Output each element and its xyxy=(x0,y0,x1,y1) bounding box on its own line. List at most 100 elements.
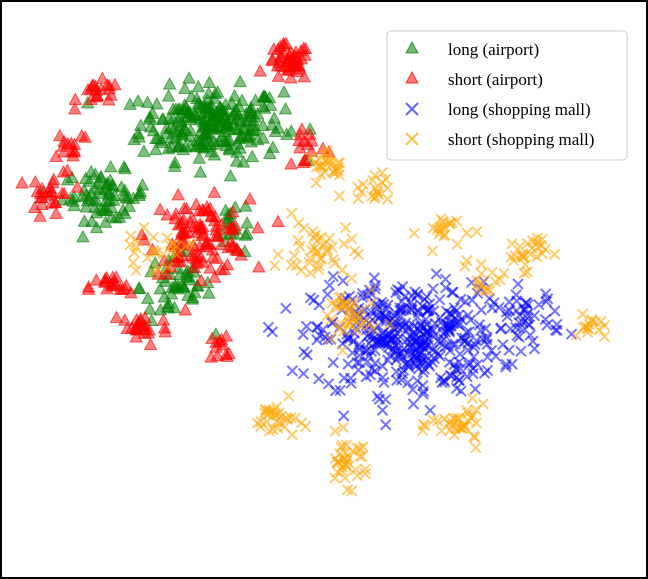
point-long-shopping-mall xyxy=(376,360,389,372)
point-long-shopping-mall xyxy=(406,347,418,360)
point-long-airport xyxy=(284,124,299,137)
point-short-airport xyxy=(205,331,219,345)
point-short-shopping-mall xyxy=(311,245,323,257)
point-long-shopping-mall xyxy=(280,302,292,315)
point-long-shopping-mall xyxy=(311,320,323,333)
point-short-shopping-mall xyxy=(514,241,526,253)
point-short-airport xyxy=(283,70,298,84)
point-long-shopping-mall xyxy=(443,308,456,320)
point-long-airport xyxy=(242,104,257,117)
point-long-airport xyxy=(133,118,148,131)
point-long-shopping-mall xyxy=(369,283,381,295)
point-long-airport xyxy=(117,188,132,201)
point-long-airport xyxy=(193,165,208,178)
point-long-airport xyxy=(184,89,199,103)
point-long-shopping-mall xyxy=(327,270,339,283)
point-long-shopping-mall xyxy=(522,318,535,331)
point-short-shopping-mall xyxy=(355,320,367,332)
point-short-airport xyxy=(15,175,29,189)
point-short-shopping-mall xyxy=(376,166,389,179)
point-long-shopping-mall xyxy=(485,344,498,357)
point-long-airport xyxy=(277,84,291,98)
point-short-shopping-mall xyxy=(261,415,273,428)
point-short-shopping-mall xyxy=(450,413,462,425)
point-long-shopping-mall xyxy=(455,293,467,306)
point-long-airport xyxy=(99,194,113,207)
point-short-shopping-mall xyxy=(312,263,325,276)
point-long-shopping-mall xyxy=(391,345,404,357)
point-long-shopping-mall xyxy=(375,308,388,321)
point-short-airport xyxy=(194,273,209,287)
point-long-shopping-mall xyxy=(409,330,421,343)
point-short-shopping-mall xyxy=(161,261,174,273)
point-long-airport xyxy=(135,177,150,191)
point-short-airport xyxy=(120,321,135,334)
point-long-shopping-mall xyxy=(323,279,336,292)
point-short-airport xyxy=(243,191,257,205)
point-long-shopping-mall xyxy=(524,329,536,341)
point-long-airport xyxy=(182,71,196,84)
point-short-airport xyxy=(33,209,47,222)
point-long-shopping-mall xyxy=(380,419,392,431)
point-short-shopping-mall xyxy=(339,472,351,484)
point-long-shopping-mall xyxy=(490,350,502,362)
legend-label-long-shopping-mall: long (shopping mall) xyxy=(448,100,591,119)
point-short-airport xyxy=(157,253,171,267)
point-long-shopping-mall xyxy=(512,278,524,290)
point-short-shopping-mall xyxy=(329,425,341,437)
point-long-shopping-mall xyxy=(431,348,444,360)
point-long-airport xyxy=(157,289,172,303)
point-short-airport xyxy=(168,211,182,225)
point-short-shopping-mall xyxy=(426,245,439,257)
point-long-shopping-mall xyxy=(395,374,408,386)
point-short-airport xyxy=(280,54,295,68)
point-long-shopping-mall xyxy=(366,333,378,346)
point-long-shopping-mall xyxy=(443,320,455,333)
point-long-shopping-mall xyxy=(297,367,310,380)
point-short-shopping-mall xyxy=(477,398,489,410)
point-short-shopping-mall xyxy=(506,238,518,250)
point-short-airport xyxy=(68,92,83,105)
point-short-shopping-mall xyxy=(157,248,169,260)
point-long-shopping-mall xyxy=(378,298,390,311)
point-long-shopping-mall xyxy=(430,345,442,357)
point-long-shopping-mall xyxy=(346,347,359,359)
point-long-airport xyxy=(60,172,75,186)
point-long-shopping-mall xyxy=(417,366,429,378)
point-long-shopping-mall xyxy=(415,352,427,364)
point-long-airport xyxy=(197,133,211,146)
point-long-shopping-mall xyxy=(411,288,424,300)
point-short-airport xyxy=(284,156,298,170)
point-short-airport xyxy=(302,127,317,140)
point-short-shopping-mall xyxy=(147,244,159,257)
point-short-shopping-mall xyxy=(295,417,308,429)
point-long-shopping-mall xyxy=(417,388,429,400)
point-long-airport xyxy=(230,145,244,158)
point-long-airport xyxy=(256,118,270,131)
point-long-shopping-mall xyxy=(475,304,487,316)
point-long-airport xyxy=(182,272,197,286)
point-long-airport xyxy=(80,193,95,207)
point-long-airport xyxy=(131,93,145,107)
point-short-airport xyxy=(117,313,132,326)
point-long-shopping-mall xyxy=(360,345,373,357)
point-long-airport xyxy=(122,199,137,212)
point-short-shopping-mall xyxy=(475,267,488,280)
point-long-airport xyxy=(232,131,247,145)
point-long-airport xyxy=(167,300,182,314)
point-long-shopping-mall xyxy=(439,273,452,285)
point-long-airport xyxy=(103,173,118,186)
point-short-airport xyxy=(115,282,130,295)
point-long-shopping-mall xyxy=(467,351,480,363)
point-short-shopping-mall xyxy=(131,235,144,247)
point-long-shopping-mall xyxy=(286,365,299,377)
point-short-airport xyxy=(220,257,235,271)
point-short-airport xyxy=(270,58,285,72)
point-short-shopping-mall xyxy=(463,415,475,427)
point-short-shopping-mall xyxy=(272,248,284,261)
point-long-airport xyxy=(210,104,224,118)
point-short-airport xyxy=(67,144,81,158)
point-long-airport xyxy=(140,291,155,304)
point-short-airport xyxy=(78,130,92,143)
